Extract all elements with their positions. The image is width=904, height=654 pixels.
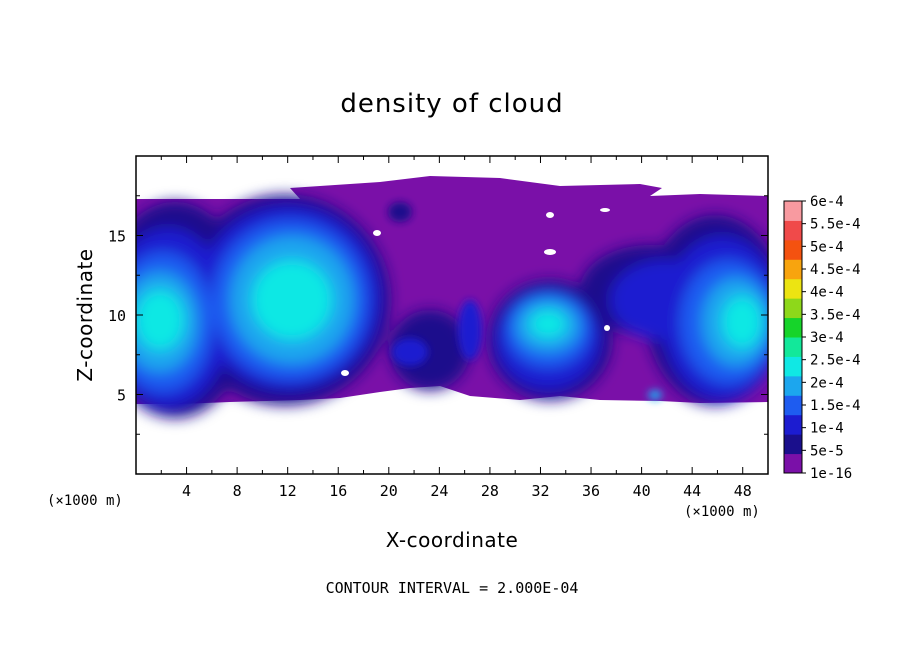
x-tick-label: 8 [233,482,242,500]
x-unit-right: (×1000 m) [684,504,760,520]
x-tick-label: 44 [683,482,701,500]
colorbar-label: 5e-4 [810,239,844,255]
colorbar-label: 3e-4 [810,330,844,346]
colorbar-label: 1e-16 [810,466,852,482]
colorbar-label: 4e-4 [810,285,844,301]
colorbar-label: 6e-4 [810,194,844,210]
colorbar-swatch [784,453,802,474]
colorbar-label: 3.5e-4 [810,307,861,323]
x-tick-label: 20 [380,482,398,500]
x-tick-label: 4 [182,482,191,500]
colorbar-label: 1.5e-4 [810,398,861,414]
x-unit-left: (×1000 m) [47,493,123,509]
y-axis-label: Z-coordinate [73,248,97,381]
y-tick-label: 10 [108,307,126,325]
colorbar-swatch [784,239,802,260]
x-ticks: 4 8 12 16 20 24 28 32 36 40 44 48 [160,156,752,500]
x-tick-label: 16 [329,482,347,500]
colorbar-label: 2.5e-4 [810,353,861,369]
y-ticks: 5 10 15 [108,195,768,435]
x-tick-label: 12 [279,482,297,500]
colorbar-label: 5e-5 [810,443,844,459]
cloud-density-field [136,176,768,418]
colorbar-swatch [784,395,802,416]
colorbar-swatch [784,337,802,357]
colorbar-swatch [784,259,802,280]
contour-interval-note: CONTOUR INTERVAL = 2.000E-04 [326,579,579,597]
colorbar-label: 5.5e-4 [810,217,861,233]
y-tick-label: 15 [108,228,126,246]
colorbar: 1e-16 5e-5 1e-4 1.5e-4 2e-4 2.5e-4 3e-4 3.5e-4 4… [783,194,861,482]
x-tick-label: 40 [633,482,651,500]
x-tick-label: 32 [531,482,549,500]
colorbar-swatch [784,317,802,338]
colorbar-swatch [784,298,802,319]
y-tick-label: 5 [117,387,126,405]
colorbar-label: 1e-4 [810,421,844,437]
colorbar-swatch [784,434,802,455]
colorbar-swatch [784,356,802,377]
x-axis-label: X-coordinate [386,528,519,552]
x-tick-label: 28 [481,482,499,500]
chart-title: density of cloud [340,89,563,119]
colorbar-swatch [784,220,802,241]
colorbar-swatch [784,278,802,299]
x-tick-label: 48 [734,482,752,500]
colorbar-swatch [784,201,802,221]
x-tick-label: 24 [430,482,448,500]
x-tick-label: 36 [582,482,600,500]
colorbar-swatch [784,375,802,396]
colorbar-label: 2e-4 [810,375,844,391]
colorbar-swatch [784,414,802,435]
colorbar-label: 4.5e-4 [810,262,861,278]
